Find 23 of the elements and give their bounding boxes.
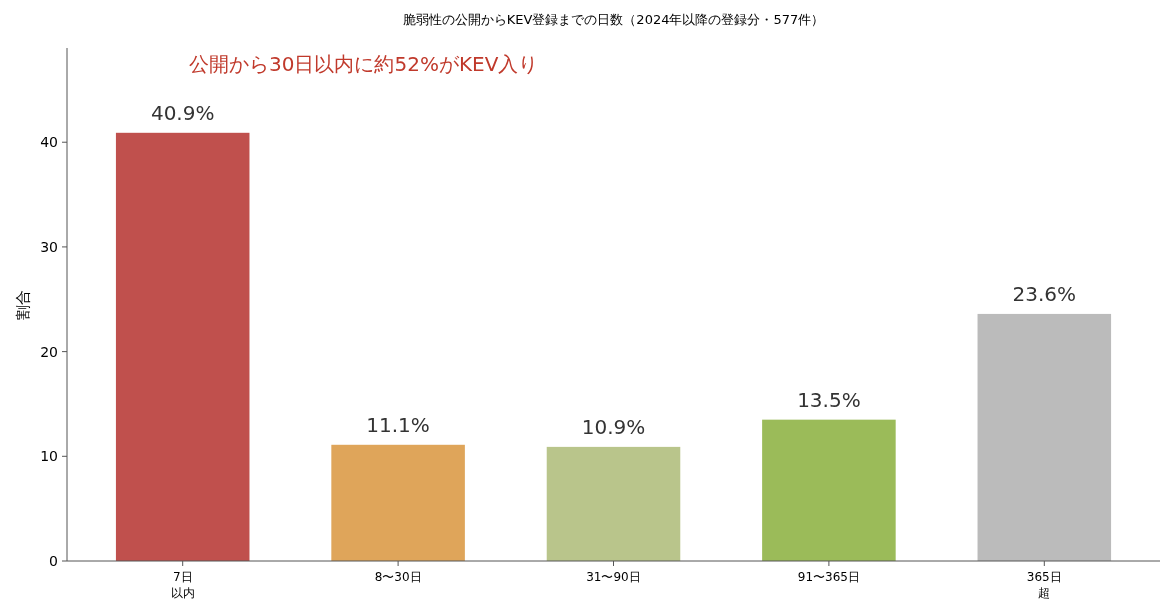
y-tick-label: 20 [40, 343, 58, 360]
x-tick-label: 365日超 [1026, 570, 1062, 600]
chart-title: 脆弱性の公開からKEV登録までの日数（2024年以降の登録分・577件） [402, 12, 825, 27]
y-tick-label: 0 [49, 552, 58, 569]
x-tick-label: 91〜365日 [797, 570, 860, 584]
data-label: 40.9% [150, 100, 215, 125]
y-axis-title: 割合 [14, 289, 32, 320]
data-label: 10.9% [581, 414, 646, 439]
x-tick-label: 7日以内 [170, 570, 195, 600]
data-label: 23.6% [1012, 281, 1077, 306]
annotation: 公開から30日以内に約52%がKEV入り [189, 52, 539, 76]
data-label: 11.1% [366, 412, 430, 437]
bar [331, 444, 465, 561]
x-tick-label: 31〜90日 [586, 570, 641, 584]
x-tick-label: 8〜30日 [374, 570, 422, 584]
bar [977, 313, 1112, 561]
bar [762, 419, 896, 561]
bar [546, 446, 681, 561]
y-tick-label: 40 [40, 134, 58, 151]
y-tick-label: 30 [40, 238, 58, 255]
bar [115, 132, 250, 561]
y-tick-label: 10 [40, 448, 58, 465]
data-label: 13.5% [797, 387, 861, 412]
